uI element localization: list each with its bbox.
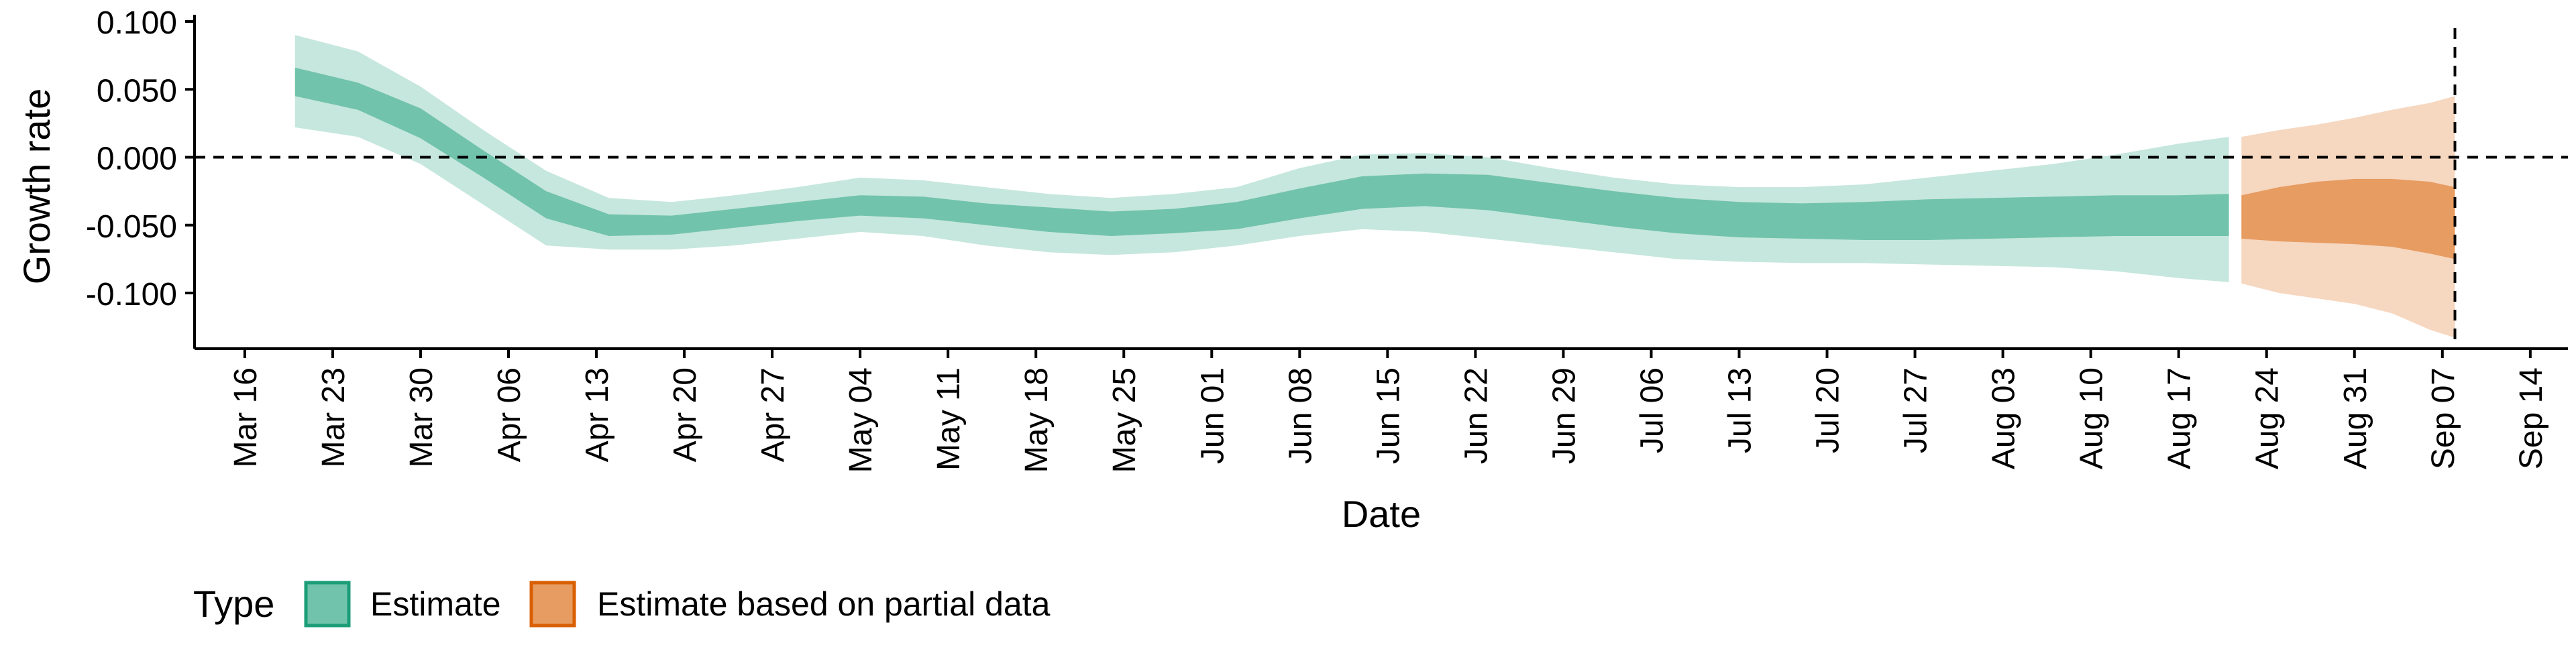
legend-label-partial: Estimate based on partial data	[597, 585, 1051, 623]
x-tick-label: May 25	[1107, 367, 1142, 473]
x-tick-label: Apr 27	[755, 367, 791, 462]
x-tick-label: Aug 10	[2074, 367, 2110, 469]
estimate-outer-band	[294, 35, 2229, 282]
x-tick-label: Aug 24	[2250, 367, 2286, 469]
x-axis-title: Date	[1342, 493, 1421, 535]
y-tick-label: -0.100	[86, 277, 177, 312]
estimate-inner-band	[294, 67, 2229, 241]
x-tick-label: May 04	[843, 367, 879, 473]
x-tick-label: Aug 03	[1986, 367, 2022, 469]
y-tick-label: -0.050	[86, 209, 177, 245]
y-axis-title: Growth rate	[15, 89, 58, 285]
x-tick-label: Jul 13	[1723, 367, 1758, 453]
reference-lines-layer	[195, 28, 2568, 349]
x-tick-label: Jun 15	[1371, 367, 1406, 464]
x-tick-label: Mar 16	[228, 367, 264, 467]
x-tick-label: May 11	[931, 367, 967, 471]
x-tick-label: Sep 07	[2426, 367, 2461, 469]
x-tick-label: Jul 27	[1898, 367, 1934, 453]
legend-title: Type	[193, 583, 274, 625]
x-tick-label: Jul 20	[1811, 367, 1846, 453]
legend: Type Estimate Estimate based on partial …	[193, 581, 1051, 628]
x-tick-label: Mar 23	[316, 367, 352, 467]
x-tick-label: Jun 22	[1458, 367, 1494, 464]
x-tick-label: Mar 30	[404, 367, 439, 467]
partial-inner-band	[2241, 178, 2455, 259]
legend-label-estimate: Estimate	[370, 585, 501, 623]
legend-swatch-partial	[529, 581, 576, 628]
x-tick-label: Aug 17	[2162, 367, 2198, 469]
y-tick-label: 0.050	[97, 73, 177, 109]
x-tick-label: Sep 14	[2514, 367, 2549, 469]
legend-swatch-estimate	[304, 581, 351, 628]
x-tick-label: Jun 01	[1195, 367, 1230, 464]
x-tick-label: Jul 06	[1635, 367, 1670, 453]
x-tick-label: Jun 08	[1283, 367, 1318, 464]
x-tick-label: May 18	[1019, 367, 1055, 473]
bands-layer	[294, 35, 2455, 338]
x-tick-label: Apr 13	[580, 367, 615, 462]
x-tick-label: Apr 06	[492, 367, 527, 462]
x-tick-label: Jun 29	[1546, 367, 1582, 464]
y-tick-label: 0.100	[97, 5, 177, 41]
axes-layer: 0.100 0.050 0.000 -0.050 -0.100 Mar 16 Mar 23 M…	[86, 5, 2568, 473]
x-tick-label: Apr 20	[667, 367, 703, 462]
x-tick-label: Aug 31	[2338, 367, 2373, 469]
y-tick-label: 0.000	[97, 141, 177, 177]
